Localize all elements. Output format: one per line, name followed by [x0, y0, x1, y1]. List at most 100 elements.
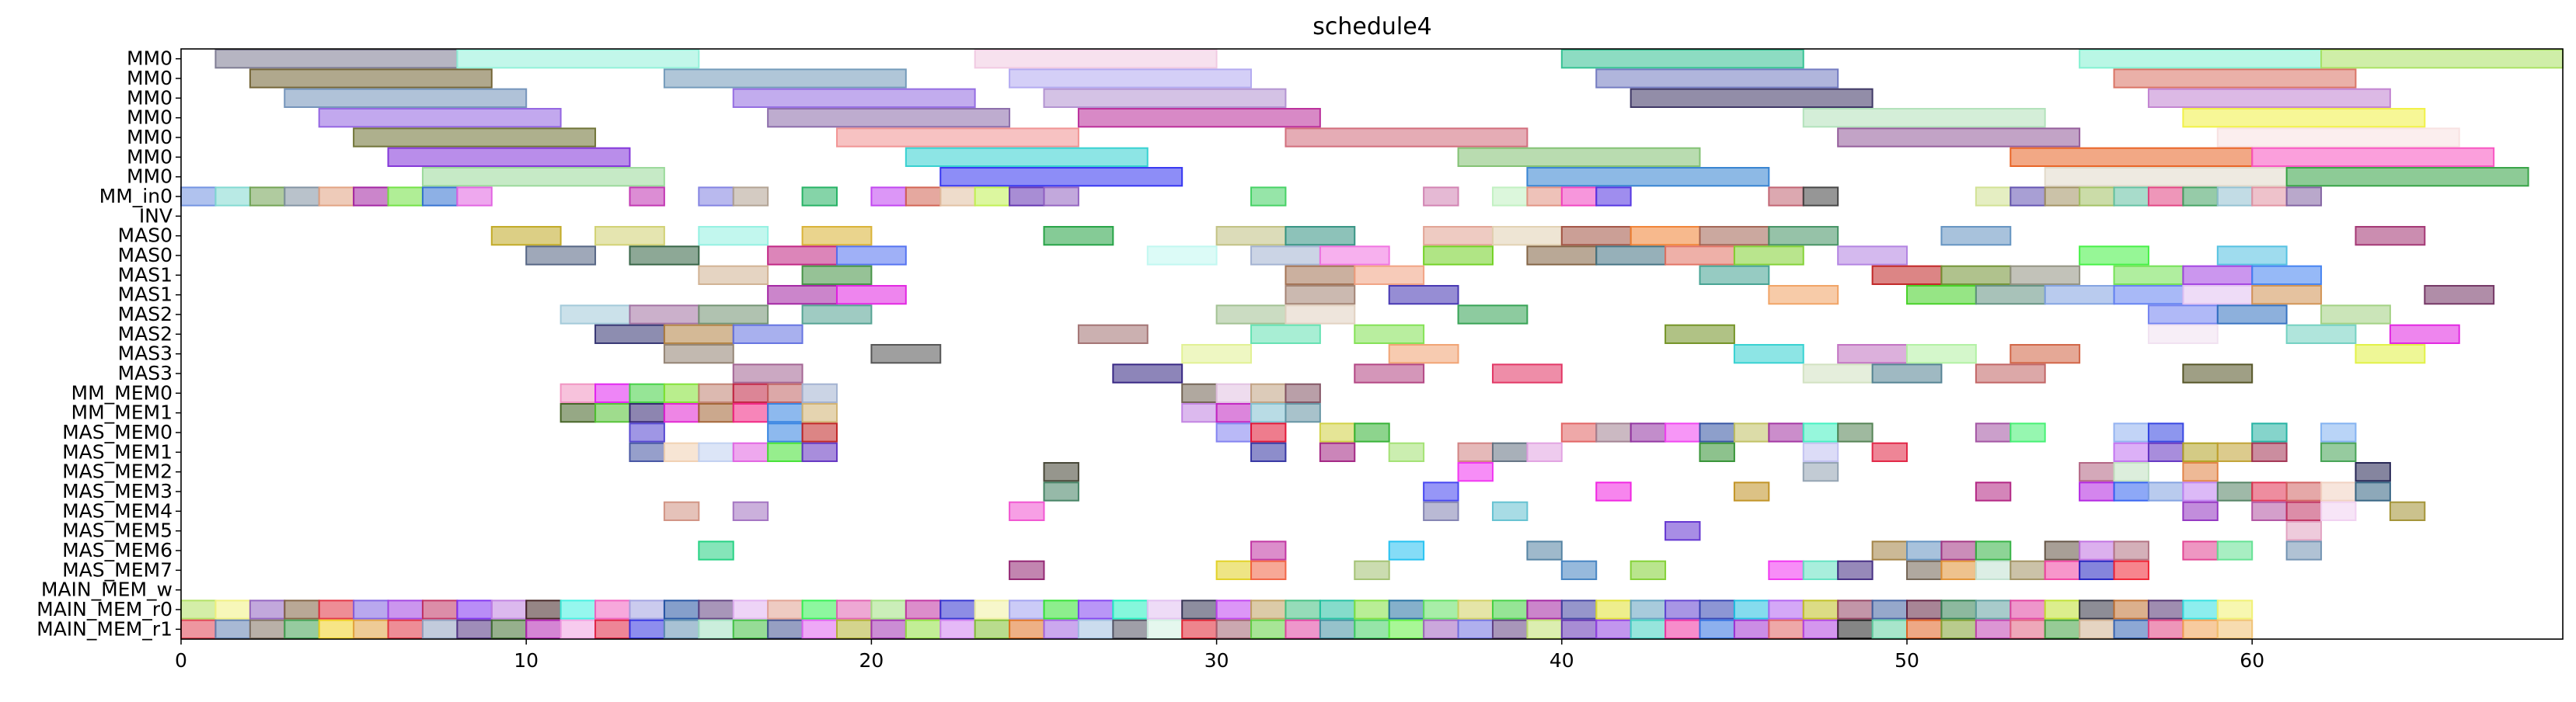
- chart-title: schedule4: [1312, 13, 1432, 40]
- task-bar: [1423, 619, 1459, 639]
- task-bar: [1699, 599, 1735, 620]
- task-bar: [2010, 599, 2046, 620]
- task-bar: [1319, 619, 1356, 639]
- task-bar: [249, 619, 286, 639]
- task-bar: [801, 442, 838, 462]
- task-bar: [284, 619, 320, 639]
- task-bar: [1250, 383, 1287, 403]
- task-bar: [387, 619, 424, 639]
- y-tick-label: MM_in0: [99, 185, 173, 207]
- task-bar: [1491, 442, 1529, 462]
- x-tick-label: 60: [2240, 649, 2264, 672]
- task-bar: [2113, 442, 2149, 462]
- task-bar: [1043, 481, 1079, 502]
- task-bar: [2044, 167, 2288, 187]
- task-bar: [2182, 363, 2254, 384]
- task-bar: [421, 186, 458, 207]
- task-bar: [1733, 481, 1770, 502]
- task-bar: [1423, 245, 1494, 266]
- task-bar: [1975, 285, 2046, 305]
- task-bar: [214, 186, 251, 207]
- task-bar: [2079, 481, 2115, 502]
- y-tick-label: MM0: [127, 165, 173, 188]
- task-bar: [1250, 442, 1287, 462]
- y-tick-label: MM_MEM1: [71, 401, 173, 424]
- task-bar: [1630, 226, 1701, 246]
- task-bar: [1906, 560, 1943, 580]
- task-bar: [1595, 619, 1632, 639]
- task-bar: [1491, 226, 1563, 246]
- task-bar: [663, 403, 700, 423]
- task-bar: [1802, 186, 1839, 207]
- task-bar: [2182, 540, 2219, 561]
- task-bar: [732, 403, 769, 423]
- task-bar: [1215, 383, 1253, 403]
- task-bar: [1664, 245, 1735, 266]
- task-bar: [1595, 422, 1632, 443]
- task-bar: [2147, 186, 2184, 207]
- task-bar: [1630, 599, 1667, 620]
- task-bar: [1768, 186, 1804, 207]
- task-bar: [1146, 599, 1183, 620]
- task-bar: [594, 403, 631, 423]
- task-bar: [249, 599, 286, 620]
- task-bar: [835, 619, 873, 639]
- task-bar: [2113, 540, 2149, 561]
- task-bar: [629, 186, 665, 207]
- task-bar: [1906, 344, 1977, 364]
- task-bar: [1664, 619, 1701, 639]
- task-bar: [2216, 127, 2460, 148]
- task-bar: [2320, 304, 2391, 325]
- task-bar: [801, 599, 838, 620]
- task-bar: [214, 49, 458, 69]
- task-bar: [1699, 422, 1735, 443]
- task-bar: [2251, 186, 2288, 207]
- task-bar: [1250, 403, 1287, 423]
- task-bar: [835, 285, 907, 305]
- task-bar: [1354, 599, 1390, 620]
- task-bar: [698, 403, 734, 423]
- task-bar: [1388, 540, 1425, 561]
- task-bar: [801, 304, 873, 325]
- task-bar: [1802, 599, 1839, 620]
- task-bar: [1285, 383, 1321, 403]
- task-bar: [2182, 619, 2219, 639]
- task-bar: [1250, 324, 1321, 344]
- y-tick-label: MAS_MEM3: [62, 480, 173, 502]
- task-bar: [1837, 245, 1908, 266]
- task-bar: [1975, 599, 2012, 620]
- task-bar: [387, 147, 631, 167]
- task-bar: [2285, 324, 2357, 344]
- y-tick-label: MAIN_MEM_w: [41, 579, 173, 601]
- task-bar: [2251, 285, 2323, 305]
- task-bar: [1388, 285, 1459, 305]
- task-bar: [1457, 619, 1494, 639]
- task-bar: [1664, 422, 1701, 443]
- task-bar: [1319, 442, 1356, 462]
- task-bar: [939, 619, 976, 639]
- task-bar: [1285, 285, 1356, 305]
- task-bar: [1215, 403, 1253, 423]
- task-bar: [2010, 422, 2046, 443]
- y-tick-label: MAS_MEM7: [62, 558, 173, 581]
- task-bar: [490, 599, 528, 620]
- task-bar: [801, 422, 838, 443]
- task-bar: [353, 186, 389, 207]
- task-bar: [1975, 619, 2012, 639]
- task-bar: [2010, 619, 2046, 639]
- task-bar: [559, 304, 631, 325]
- y-axis-ticks: MM0MM0MM0MM0MM0MM0MM0MM_in0INVMAS0MAS0MA…: [37, 47, 181, 640]
- task-bar: [1423, 226, 1494, 246]
- task-bar: [2320, 442, 2357, 462]
- task-bar: [353, 619, 389, 639]
- task-bar: [2044, 560, 2081, 580]
- x-tick-label: 30: [1204, 649, 1229, 672]
- task-bar: [318, 186, 355, 207]
- x-tick-label: 50: [1895, 649, 1919, 672]
- task-bar: [1975, 540, 2012, 561]
- task-bar: [663, 501, 700, 521]
- task-bar: [2355, 226, 2426, 246]
- task-bar: [2113, 560, 2149, 580]
